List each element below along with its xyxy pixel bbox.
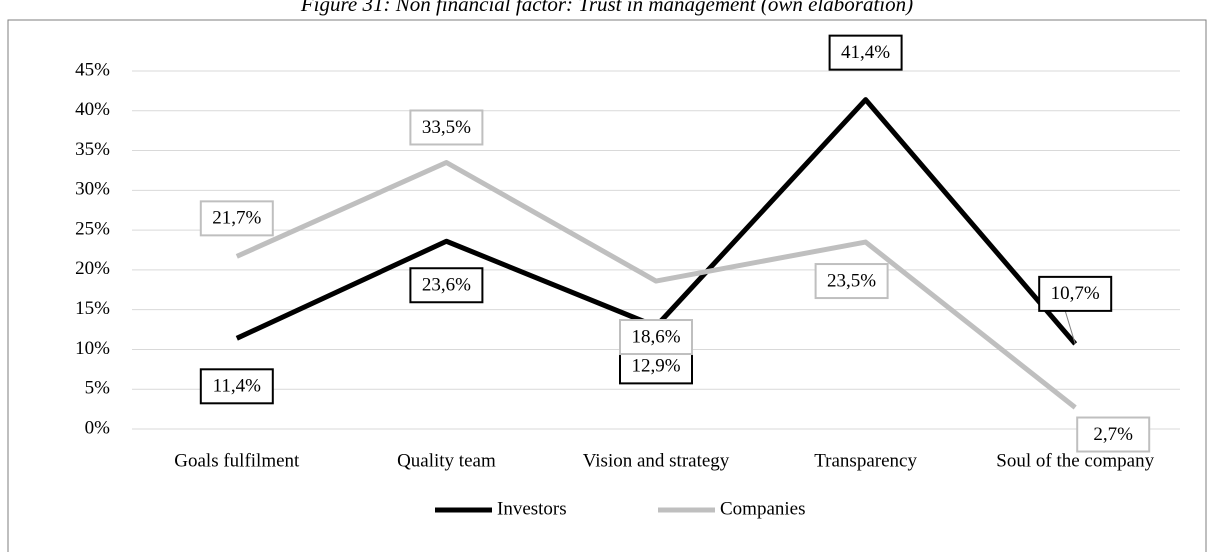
data-label: 21,7% bbox=[212, 208, 261, 229]
y-tick-label: 45% bbox=[75, 59, 110, 80]
y-tick-label: 20% bbox=[75, 258, 110, 279]
x-tick-label: Quality team bbox=[397, 450, 496, 471]
data-label: 2,7% bbox=[1093, 424, 1133, 445]
data-label-box bbox=[199, 200, 274, 237]
x-tick-label: Soul of the company bbox=[996, 450, 1154, 471]
legend-label: Companies bbox=[720, 498, 806, 519]
x-tick-label: Goals fulfilment bbox=[174, 450, 300, 471]
y-tick-label: 15% bbox=[75, 298, 110, 319]
y-tick-label: 10% bbox=[75, 338, 110, 359]
x-tick-label: Vision and strategy bbox=[583, 450, 730, 471]
chart-title: Figure 31: Non financial factor: Trust i… bbox=[300, 0, 913, 16]
data-label: 10,7% bbox=[1051, 283, 1100, 304]
data-label-box bbox=[1038, 275, 1113, 312]
data-label-box bbox=[619, 319, 693, 356]
leader-line bbox=[1064, 310, 1076, 345]
data-label: 11,4% bbox=[213, 376, 262, 397]
data-label: 18,6% bbox=[631, 326, 680, 347]
y-tick-label: 35% bbox=[75, 139, 110, 160]
data-label-box bbox=[814, 263, 889, 300]
data-label-box bbox=[409, 267, 484, 304]
data-label-box bbox=[409, 109, 484, 146]
y-tick-label: 0% bbox=[85, 417, 111, 438]
data-label: 12,9% bbox=[631, 356, 680, 377]
data-label: 23,5% bbox=[827, 270, 876, 291]
y-tick-label: 25% bbox=[75, 218, 110, 239]
data-label-box bbox=[1076, 416, 1151, 453]
y-tick-label: 40% bbox=[75, 99, 110, 120]
chart-border bbox=[7, 19, 1207, 552]
data-label-box bbox=[199, 368, 274, 405]
data-label-box bbox=[619, 348, 693, 385]
y-tick-label: 5% bbox=[85, 378, 111, 399]
y-tick-label: 30% bbox=[75, 179, 110, 200]
x-tick-label: Transparency bbox=[814, 450, 917, 471]
data-label: 33,5% bbox=[422, 117, 471, 138]
data-label-box bbox=[828, 34, 903, 71]
data-label: 41,4% bbox=[841, 42, 890, 63]
data-label: 23,6% bbox=[422, 275, 471, 296]
series-line bbox=[235, 159, 1077, 410]
legend-label: Investors bbox=[497, 498, 567, 519]
